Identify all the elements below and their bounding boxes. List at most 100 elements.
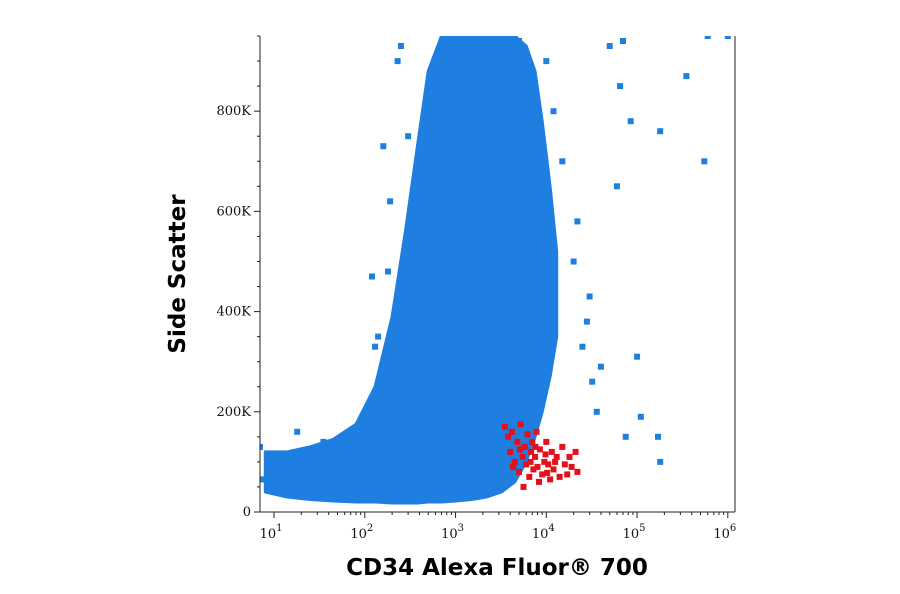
gated-cd34-point xyxy=(564,471,571,478)
scatter-point xyxy=(369,273,375,280)
gated-cd34-point xyxy=(561,461,568,468)
axes xyxy=(259,36,736,513)
gated-cd34-point xyxy=(545,461,552,468)
scatter-point xyxy=(391,323,398,330)
scatter-point xyxy=(543,58,550,65)
gated-cd34-point xyxy=(539,471,546,478)
scatter-point xyxy=(397,43,404,49)
scatter-point xyxy=(637,413,644,420)
scatter-point xyxy=(606,43,613,49)
scatter-point xyxy=(260,443,263,450)
scatter-point xyxy=(260,476,266,483)
gated-cd34-point xyxy=(516,468,522,475)
scatter-point xyxy=(655,433,661,440)
gated-cd34-point xyxy=(536,446,543,453)
gated-cd34-point xyxy=(533,428,540,435)
gated-cd34-point xyxy=(544,469,551,476)
x-axis-ticks: 101 102 103 104 105 106 xyxy=(260,512,736,542)
gated-cd34-point xyxy=(511,458,518,465)
gated-cd34-point xyxy=(556,473,563,480)
scatter-point xyxy=(724,36,731,39)
scatter-point xyxy=(657,458,664,465)
scatter-point xyxy=(627,118,634,125)
y-tick-label: 400K xyxy=(216,305,251,320)
main-population-band xyxy=(263,36,559,505)
gated-cd34-point xyxy=(566,453,573,460)
scatter-point xyxy=(620,38,626,44)
scatter-point xyxy=(704,36,711,39)
gated-cd34-point xyxy=(517,421,524,428)
scatter-point xyxy=(341,443,348,450)
x-tick-label: 102 xyxy=(350,523,373,542)
scatter-point xyxy=(683,73,690,80)
gated-cd34-point xyxy=(530,466,537,473)
gated-cd34-point xyxy=(534,463,541,470)
scatter-point xyxy=(613,183,620,190)
gated-cd34-point xyxy=(528,448,535,455)
y-axis-ticks: 0 200K 400K 600K 800K xyxy=(216,35,260,520)
y-axis-title: Side Scatter xyxy=(165,194,191,354)
gated-cd34-point xyxy=(516,446,523,453)
gated-cd34-point xyxy=(536,478,542,485)
gated-cd34-point xyxy=(521,443,528,450)
scatter-point xyxy=(634,353,641,360)
scatter-point xyxy=(405,133,412,140)
x-tick-label: 106 xyxy=(713,523,736,542)
scatter-point xyxy=(622,433,629,440)
gated-cd34-point xyxy=(553,453,560,460)
scatter-point xyxy=(507,43,514,49)
scatter-point xyxy=(387,198,394,205)
gated-cd34-point xyxy=(524,431,531,438)
gated-cd34-point xyxy=(532,453,538,460)
scatter-point xyxy=(589,378,596,385)
scatter-point xyxy=(385,268,391,275)
gated-cd34-point xyxy=(542,451,549,458)
y-tick-label: 0 xyxy=(243,505,251,520)
scatter-point xyxy=(380,143,387,150)
gated-cd34-point xyxy=(572,448,579,455)
gated-cd34-point xyxy=(552,458,559,465)
gated-cd34-point xyxy=(505,433,512,440)
scatter-point xyxy=(394,58,401,65)
gated-cd34-point xyxy=(574,468,581,475)
gated-cd34-point xyxy=(550,466,557,473)
scatter-point xyxy=(550,108,557,115)
gated-cd34-point xyxy=(529,438,536,445)
y-tick-label: 200K xyxy=(216,405,251,420)
scatter-point xyxy=(586,293,593,300)
gated-cd34-point xyxy=(501,423,508,430)
scatter-point xyxy=(516,38,522,44)
scatter-point xyxy=(597,363,604,370)
scatter-point xyxy=(583,318,590,325)
scatter-point xyxy=(617,83,624,90)
x-axis-title: CD34 Alexa Fluor® 700 xyxy=(346,555,648,581)
gated-cd34-point xyxy=(527,458,534,465)
scatter-point xyxy=(570,258,577,265)
x-tick-label: 103 xyxy=(441,523,464,542)
scatter-point xyxy=(294,428,301,435)
y-tick-label: 600K xyxy=(216,204,251,219)
scatter-point xyxy=(320,438,327,445)
gated-cd34-point xyxy=(526,473,533,480)
gated-cd34-point xyxy=(510,463,516,470)
scatter-point xyxy=(559,158,566,165)
gated-cd34-point xyxy=(519,453,526,460)
scatter-point xyxy=(372,343,379,350)
x-tick-label: 105 xyxy=(623,523,646,542)
gated-cd34-point xyxy=(520,483,527,490)
gated-cd34-point xyxy=(543,438,550,445)
scatter-point xyxy=(574,218,581,225)
gated-cd34-point xyxy=(559,443,566,450)
gated-cd34-point xyxy=(548,448,555,455)
gated-cd34-point xyxy=(541,458,548,465)
scatter-point xyxy=(701,158,708,165)
gated-cd34-point xyxy=(568,463,575,470)
x-tick-label: 101 xyxy=(260,523,283,542)
scatter-point xyxy=(579,343,586,350)
gated-cd34-point xyxy=(532,443,539,450)
gated-cd34-point xyxy=(514,438,521,445)
y-tick-label: 800K xyxy=(216,104,251,119)
data-points xyxy=(260,36,731,493)
gated-cd34-point xyxy=(507,448,514,455)
